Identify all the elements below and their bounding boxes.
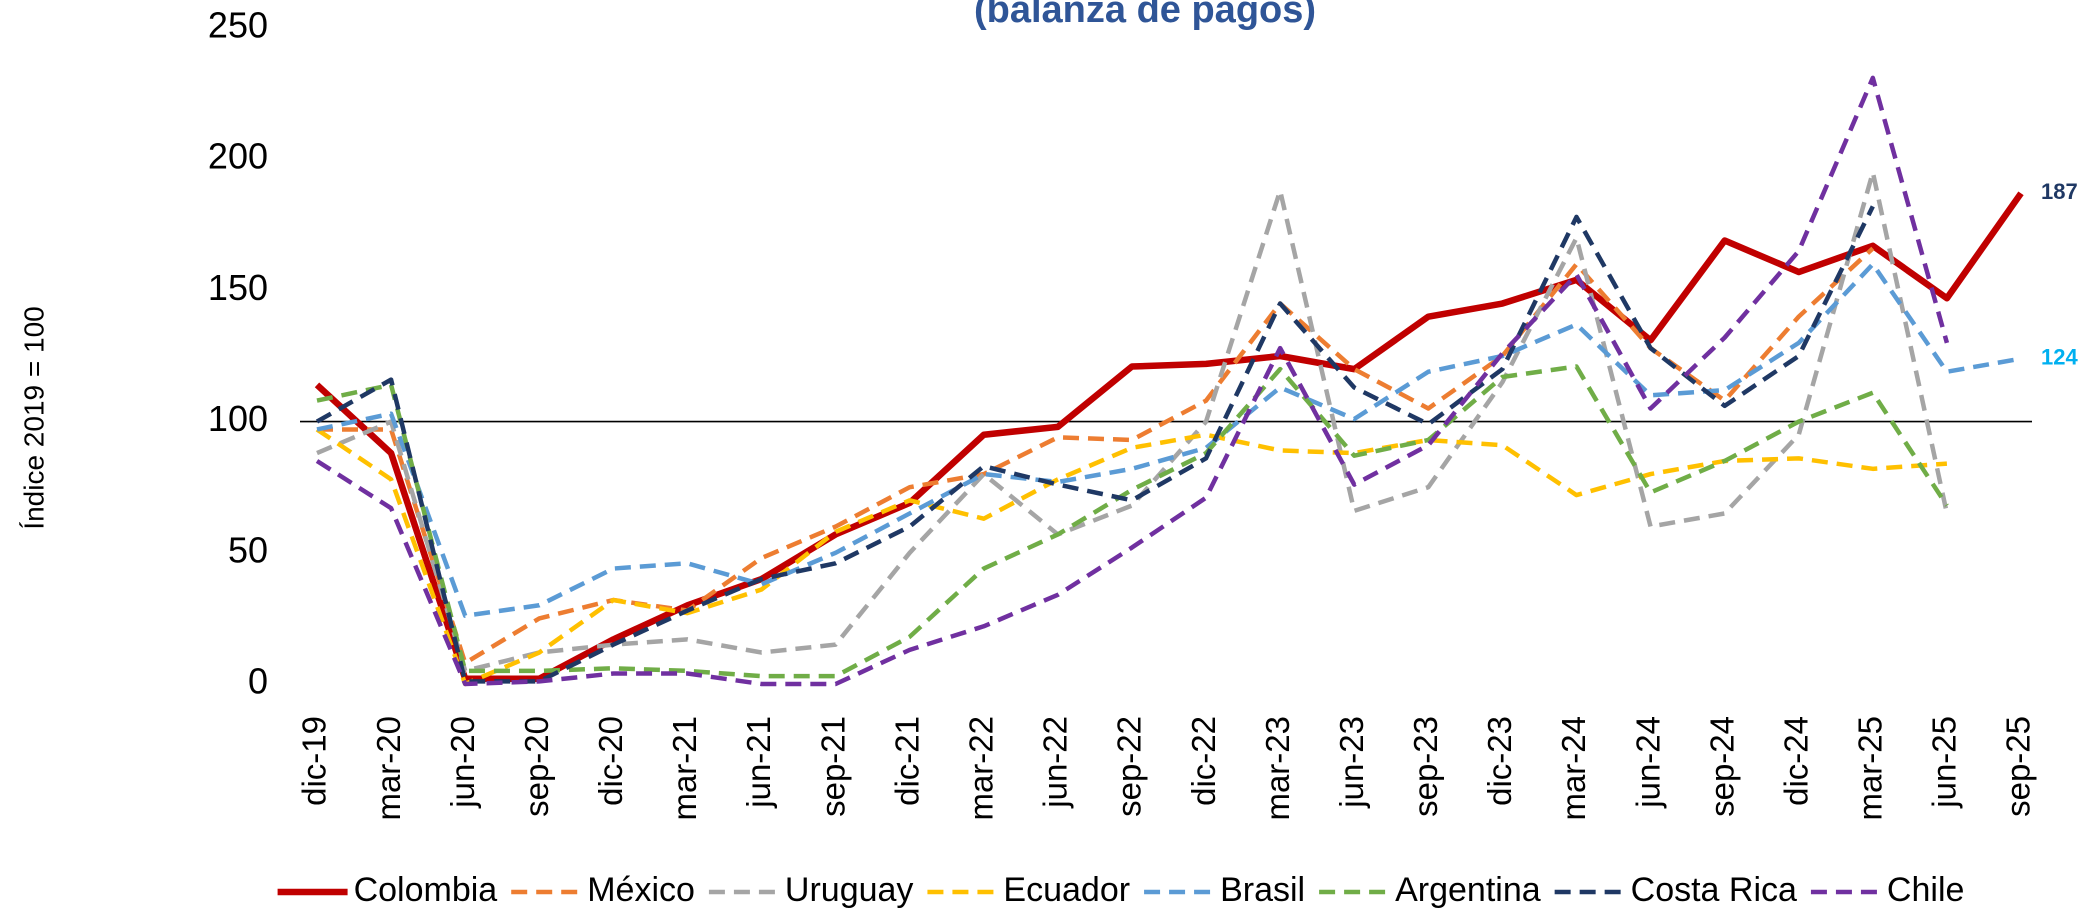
legend-label: Colombia	[354, 871, 498, 909]
series-line	[317, 246, 1875, 666]
x-tick-label: sep-22	[1111, 716, 1148, 817]
x-tick-label: jun-23	[1333, 716, 1370, 809]
series-line	[316, 261, 2022, 619]
x-tick-label: sep-25	[2000, 716, 2037, 817]
x-tick-label: sep-24	[1703, 716, 1740, 817]
x-tick-label: mar-22	[963, 716, 1000, 821]
data-label: 124	[2041, 344, 2078, 369]
y-tick-label: 0	[248, 661, 268, 702]
x-tick-label: dic-19	[296, 716, 333, 806]
x-tick-label: dic-22	[1185, 716, 1222, 806]
x-tick-label: jun-22	[1037, 716, 1074, 809]
y-axis-label: Índice 2019 = 100	[18, 306, 49, 529]
legend-label: Uruguay	[785, 871, 914, 909]
x-tick-label: dic-20	[592, 716, 629, 806]
x-tick-label: sep-23	[1407, 716, 1444, 817]
x-tick-label: dic-24	[1777, 716, 1814, 806]
series-line	[316, 364, 1949, 679]
data-label: 187	[2041, 179, 2078, 204]
x-tick-label: sep-20	[518, 716, 555, 817]
y-tick-label: 100	[208, 398, 268, 439]
x-tick-label: jun-25	[1926, 716, 1963, 809]
legend-label: Costa Rica	[1631, 871, 1797, 909]
x-tick-label: mar-24	[1555, 716, 1592, 821]
x-tick-label: dic-21	[888, 716, 925, 806]
series-line	[315, 75, 1950, 687]
x-tick-label: sep-21	[814, 716, 851, 817]
x-tick-label: mar-21	[666, 716, 703, 821]
x-tick-label: jun-21	[740, 716, 777, 809]
x-tick-label: dic-23	[1481, 716, 1518, 806]
y-tick-label: 200	[208, 136, 268, 177]
legend-label: Argentina	[1395, 871, 1541, 909]
legend-label: Chile	[1887, 871, 1964, 909]
legend-label: Brasil	[1220, 871, 1305, 909]
series-line	[315, 427, 1948, 687]
y-tick-label: 50	[228, 529, 268, 570]
series-line	[315, 205, 1875, 684]
y-tick-label: 150	[208, 267, 268, 308]
y-tick-label: 250	[208, 5, 268, 46]
legend: Colombia México Uruguay Ecuador Brasil Argent…	[277, 871, 1964, 909]
x-tick-label: jun-24	[1629, 716, 1666, 809]
legend-label: México	[587, 871, 695, 909]
chart-title: (balanza de pagos)	[974, 0, 1316, 31]
x-tick-label: jun-20	[444, 716, 481, 809]
x-tick-label: mar-20	[370, 716, 407, 821]
series-line	[314, 191, 2024, 683]
x-tick-label: mar-25	[1852, 716, 1889, 821]
x-tick-label: mar-23	[1259, 716, 1296, 821]
legend-label: Ecuador	[1003, 871, 1130, 909]
